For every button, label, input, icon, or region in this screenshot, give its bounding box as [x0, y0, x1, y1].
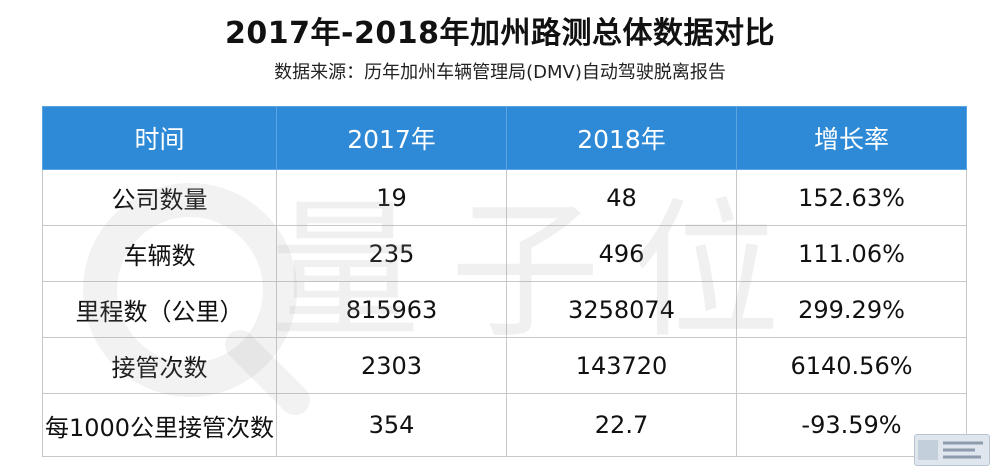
comparison-table: 时间 2017年 2018年 增长率 公司数量 19 48 152.63% 车辆…	[42, 106, 967, 457]
header-2018: 2018年	[506, 106, 737, 170]
cell-growth: 111.06%	[736, 225, 967, 282]
cell-2017: 2303	[276, 337, 507, 394]
cell-growth: 299.29%	[736, 281, 967, 338]
header-time: 时间	[42, 106, 277, 170]
row-label: 里程数（公里）	[42, 281, 277, 338]
cell-2018: 496	[506, 225, 737, 282]
row-label: 每1000公里接管次数	[42, 393, 277, 457]
row-label: 车辆数	[42, 225, 277, 282]
table-row: 里程数（公里） 815963 3258074 299.29%	[42, 281, 967, 338]
cell-growth: 152.63%	[736, 169, 967, 226]
cell-2017: 354	[276, 393, 507, 457]
table-row: 每1000公里接管次数 354 22.7 -93.59%	[42, 393, 967, 457]
table-header-row: 时间 2017年 2018年 增长率	[42, 106, 967, 170]
cell-2017: 235	[276, 225, 507, 282]
cell-growth: 6140.56%	[736, 337, 967, 394]
table-row: 接管次数 2303 143720 6140.56%	[42, 337, 967, 394]
row-label: 接管次数	[42, 337, 277, 394]
cell-2017: 815963	[276, 281, 507, 338]
table-row: 公司数量 19 48 152.63%	[42, 169, 967, 226]
row-label: 公司数量	[42, 169, 277, 226]
cell-2018: 22.7	[506, 393, 737, 457]
cell-2018: 3258074	[506, 281, 737, 338]
cell-2018: 143720	[506, 337, 737, 394]
header-2017: 2017年	[276, 106, 507, 170]
cell-2017: 19	[276, 169, 507, 226]
page-title: 2017年-2018年加州路测总体数据对比	[225, 16, 775, 51]
cell-2018: 48	[506, 169, 737, 226]
header-growth-rate: 增长率	[736, 106, 967, 170]
corner-logo-icon	[914, 434, 990, 466]
table-row: 车辆数 235 496 111.06%	[42, 225, 967, 282]
page-subtitle: 数据来源：历年加州车辆管理局(DMV)自动驾驶脱离报告	[274, 62, 726, 83]
